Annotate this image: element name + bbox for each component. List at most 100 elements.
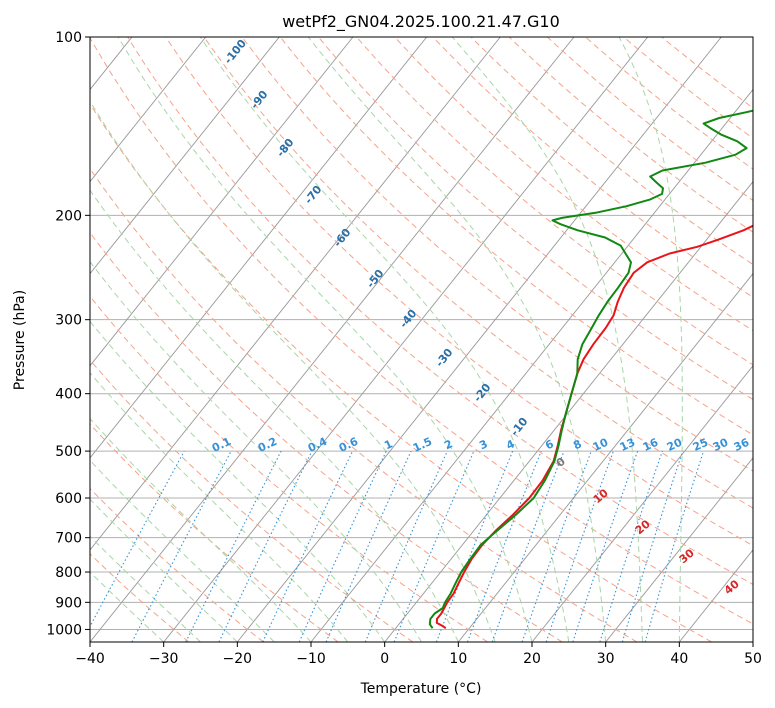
mixing-ratio-line <box>90 450 185 628</box>
isotherm-label: -30 <box>433 346 456 370</box>
y-tick-label: 200 <box>55 208 82 224</box>
dry-adiabat-line <box>90 423 339 642</box>
moist-adiabat-line <box>90 189 459 642</box>
moist-adiabat-line <box>90 260 422 642</box>
x-tick-label: −30 <box>149 651 179 667</box>
dry-adiabat-line <box>90 37 753 625</box>
isotherm-line <box>236 37 722 642</box>
moist-adiabat-line <box>90 100 496 642</box>
mixing-ratio-line <box>393 450 475 642</box>
moist-adiabat-line <box>451 37 643 642</box>
mixing-ratio-line <box>185 450 282 642</box>
isotherm-line <box>531 365 753 642</box>
mixing-ratio-label: 0.2 <box>256 435 279 455</box>
y-tick-label: 700 <box>55 531 82 547</box>
isotherm-line <box>678 549 753 642</box>
isotherm-line <box>384 180 753 642</box>
mixing-ratio-line <box>218 450 313 642</box>
isotherm-label: -20 <box>471 381 494 405</box>
profile-lines <box>428 109 753 630</box>
moist-adiabat-line <box>307 37 607 642</box>
y-tick-label: 500 <box>55 444 82 460</box>
isotherm-line <box>163 37 649 642</box>
line-labels: -100-90-80-70-60-50-40-30-20-100.1 0.2 0.4… <box>210 37 752 597</box>
mixing-ratio-line <box>491 450 565 642</box>
mixing-ratio-label: 3 <box>477 437 489 452</box>
x-tick-label: −20 <box>223 651 253 667</box>
dry-adiabat-label: 40 <box>722 577 742 597</box>
dry-adiabat-line <box>470 37 753 266</box>
x-tick-label: −10 <box>296 651 326 667</box>
isotherm-label: -50 <box>364 267 387 291</box>
plot-frame <box>89 36 754 643</box>
isotherm-line <box>90 37 354 367</box>
isotherm-line <box>90 37 428 459</box>
dry-adiabat-label: 10 <box>591 486 611 506</box>
temperature-profile <box>435 224 753 630</box>
dry-adiabat-line <box>432 37 753 298</box>
y-tick-label: 800 <box>55 565 82 581</box>
isotherm-line <box>310 88 753 642</box>
chart-title: wetPf2_GN04.2025.100.21.47.G10 <box>282 12 560 32</box>
dry-adiabat-line <box>547 37 753 201</box>
mixing-ratio-label: 36 <box>732 436 752 454</box>
moist-adiabat-line <box>90 459 275 642</box>
isotherm-line <box>0 37 58 642</box>
moist-adiabat-line <box>117 37 533 642</box>
dry-adiabat-label: 0 <box>554 455 568 470</box>
mixing-ratio-label: 8 <box>571 437 583 452</box>
mixing-ratio-label: 0.4 <box>306 435 329 455</box>
mixing-ratio-line <box>435 450 514 642</box>
y-tick-label: 600 <box>55 491 82 507</box>
dry-adiabat-label: 20 <box>633 517 653 537</box>
mixing-ratio-line <box>262 450 353 642</box>
mixing-ratio-line <box>621 450 684 642</box>
dry-adiabat-line <box>90 231 563 642</box>
isotherm-line <box>90 37 280 275</box>
x-tick-label: 40 <box>670 651 688 667</box>
dry-adiabat-line <box>90 553 190 642</box>
mixing-ratio-label: 20 <box>665 436 685 454</box>
moist-adiabat-line <box>618 37 683 642</box>
y-tick-label: 1000 <box>46 622 82 638</box>
background-lines <box>0 37 753 642</box>
mixing-ratio-line <box>325 450 412 642</box>
x-tick-label: 50 <box>744 651 762 667</box>
dry-adiabat-line <box>279 37 753 436</box>
mixing-ratio-label: 0.1 <box>210 435 233 455</box>
x-tick-label: 10 <box>449 651 467 667</box>
dry-adiabat-line <box>241 37 753 472</box>
dry-adiabat-line <box>356 37 753 366</box>
isotherm-line <box>752 641 753 642</box>
y-tick-label: 300 <box>55 313 82 329</box>
moist-adiabat-line <box>199 37 570 642</box>
mixing-ratio-line <box>364 450 448 642</box>
mixing-ratio-line <box>599 450 663 642</box>
dry-adiabat-line <box>90 295 488 642</box>
dry-adiabat-line <box>318 37 753 401</box>
moist-adiabat-line <box>90 320 386 642</box>
mixing-ratio-line <box>298 450 387 642</box>
isotherm-line <box>457 272 753 642</box>
mixing-ratio-line <box>466 450 542 642</box>
mixing-ratio-line <box>644 450 705 642</box>
moist-adiabat-line <box>90 535 201 642</box>
isotherm-label: -40 <box>397 307 420 331</box>
moist-adiabat-line <box>90 372 349 642</box>
moist-adiabat-line <box>90 498 238 642</box>
y-tick-label: 900 <box>55 595 82 611</box>
x-axis: −40 −30 −20 −10 0 10 20 30 40 50 <box>75 642 762 667</box>
dry-adiabat-line <box>90 167 638 642</box>
plot-area: -100-90-80-70-60-50-40-30-20-100.1 0.2 0.4… <box>0 36 754 643</box>
mixing-ratio-label: 2 <box>442 437 454 452</box>
mixing-ratio-label: 10 <box>591 436 611 454</box>
isotherm-line <box>90 37 501 551</box>
dry-adiabat-line <box>165 37 753 547</box>
isotherm-label: -60 <box>331 226 354 250</box>
mixing-ratio-line <box>572 450 639 642</box>
x-axis-label: Temperature (°C) <box>360 681 482 697</box>
moist-adiabat-line <box>90 571 165 642</box>
mixing-ratio-line <box>521 450 592 642</box>
y-axis: 1000 900 800 700 600 500 400 300 200 100 <box>46 30 90 638</box>
